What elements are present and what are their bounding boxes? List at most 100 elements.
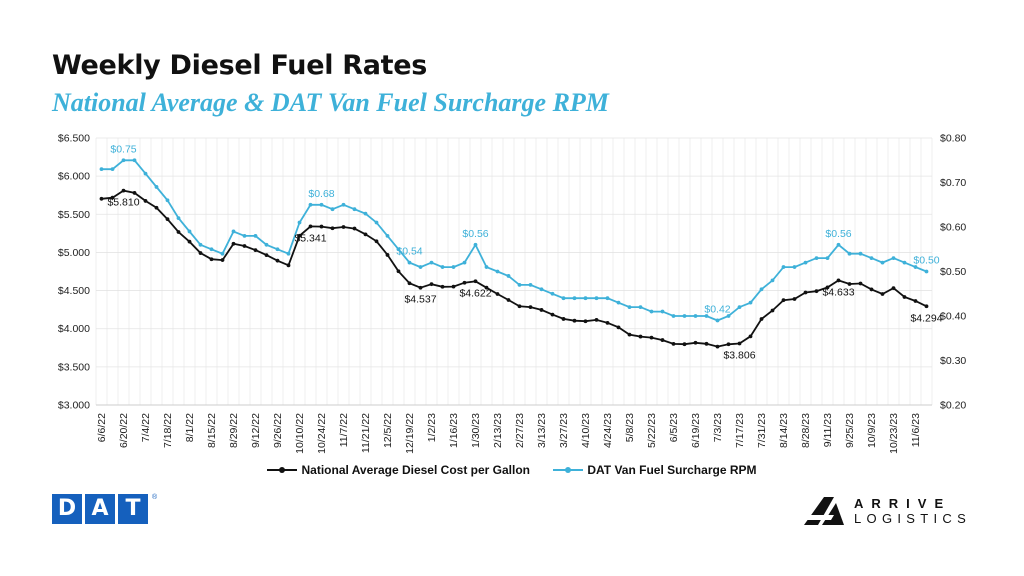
data-point-diesel: [198, 251, 203, 255]
x-tick-label: 1/2/23: [426, 413, 438, 442]
data-point-diesel: [671, 341, 676, 346]
data-point-diesel: [165, 217, 170, 222]
x-tick-label: 4/10/23: [580, 413, 592, 448]
data-point-diesel: [484, 285, 489, 290]
x-tick-label: 7/18/22: [162, 413, 174, 448]
data-point-diesel: [583, 319, 588, 324]
data-point-diesel: [550, 312, 555, 317]
y-right-tick-label: $0.50: [940, 266, 966, 278]
data-label: $4.633: [822, 286, 854, 298]
x-tick-label: 6/5/23: [668, 413, 680, 442]
data-point-dat: [99, 167, 104, 172]
data-point-dat: [451, 265, 456, 269]
data-point-diesel: [396, 269, 401, 274]
data-point-diesel: [847, 282, 852, 286]
x-tick-label: 6/6/22: [96, 413, 108, 442]
data-point-diesel: [539, 308, 544, 312]
data-point-diesel: [715, 344, 720, 349]
y-left-tick-label: $3.000: [58, 400, 90, 412]
x-tick-label: 10/10/22: [294, 413, 306, 454]
data-point-diesel: [330, 226, 335, 231]
data-point-diesel: [506, 298, 511, 302]
data-point-dat: [539, 287, 544, 292]
data-point-diesel: [693, 340, 698, 345]
legend-label-diesel: National Average Diesel Cost per Gallon: [301, 463, 530, 477]
data-point-dat: [814, 256, 819, 261]
x-tick-label: 6/20/22: [118, 413, 130, 448]
data-label: $4.537: [404, 294, 436, 306]
data-point-dat: [231, 229, 236, 234]
data-point-diesel: [902, 295, 907, 299]
data-point-diesel: [187, 239, 192, 244]
data-point-dat: [484, 265, 489, 269]
data-point-diesel: [495, 292, 500, 296]
x-tick-label: 5/22/23: [646, 413, 658, 448]
data-point-diesel: [770, 308, 775, 313]
x-tick-label: 8/14/23: [778, 413, 790, 448]
data-point-diesel: [99, 196, 104, 201]
data-point-dat: [858, 251, 863, 256]
data-point-dat: [121, 158, 126, 163]
data-point-dat: [660, 309, 665, 314]
data-point-diesel: [341, 225, 346, 229]
data-point-dat: [594, 296, 599, 301]
data-point-dat: [638, 305, 643, 309]
data-point-dat: [792, 265, 797, 269]
y-left-tick-label: $4.500: [58, 285, 90, 297]
data-point-dat: [517, 282, 522, 287]
arrive-logistics-logo: ARRIVE LOGISTICS: [804, 496, 971, 526]
data-point-dat: [363, 211, 368, 216]
data-label: $0.56: [462, 228, 488, 240]
y-left-tick-label: $5.000: [58, 247, 90, 259]
arrive-logo-line1: ARRIVE: [854, 496, 952, 511]
data-point-dat: [847, 251, 852, 256]
data-point-dat: [264, 242, 269, 247]
data-point-dat: [616, 300, 621, 305]
chart-legend: National Average Diesel Cost per Gallon …: [0, 460, 1024, 477]
data-point-dat: [693, 314, 698, 318]
data-point-diesel: [759, 317, 764, 321]
data-point-diesel: [209, 257, 214, 262]
data-point-diesel: [264, 253, 269, 257]
data-point-diesel: [748, 334, 753, 339]
x-tick-label: 7/3/23: [712, 413, 724, 442]
data-point-dat: [726, 314, 731, 318]
data-point-dat: [671, 314, 676, 318]
data-point-dat: [253, 234, 258, 238]
chart-title: Weekly Diesel Fuel Rates: [52, 50, 428, 81]
arrive-logo-mark-icon: [804, 497, 844, 525]
dat-logo-letter-d: D: [52, 494, 82, 524]
data-point-diesel: [517, 304, 522, 309]
data-point-dat: [374, 220, 379, 225]
data-point-diesel: [891, 286, 896, 291]
y-left-tick-label: $6.500: [58, 133, 90, 145]
data-point-diesel: [429, 282, 434, 287]
data-point-dat: [759, 287, 764, 292]
x-tick-label: 1/30/23: [470, 413, 482, 448]
data-point-dat: [550, 291, 555, 296]
data-label: $0.54: [396, 246, 422, 258]
data-point-diesel: [814, 289, 819, 294]
data-label: $5.810: [107, 197, 139, 209]
x-tick-label: 7/4/22: [140, 413, 152, 442]
dat-logo-letter-t: T: [118, 494, 148, 524]
data-point-diesel: [572, 318, 577, 323]
data-point-diesel: [352, 226, 357, 231]
y-left-tick-label: $4.000: [58, 323, 90, 335]
data-point-dat: [165, 198, 170, 203]
data-point-dat: [770, 278, 775, 283]
data-point-diesel: [407, 281, 412, 286]
x-tick-label: 7/17/23: [734, 413, 746, 448]
series-line-diesel: [101, 189, 927, 348]
data-point-dat: [704, 314, 709, 318]
data-point-diesel: [275, 258, 280, 263]
y-right-tick-label: $0.30: [940, 355, 966, 367]
data-point-dat: [891, 256, 896, 261]
x-tick-label: 8/28/23: [800, 413, 812, 448]
data-point-dat: [429, 260, 434, 265]
data-point-dat: [737, 305, 742, 309]
data-point-dat: [682, 314, 687, 318]
data-label: $4.622: [459, 287, 491, 299]
data-point-dat: [209, 247, 214, 252]
legend-swatch-diesel: [267, 467, 298, 473]
